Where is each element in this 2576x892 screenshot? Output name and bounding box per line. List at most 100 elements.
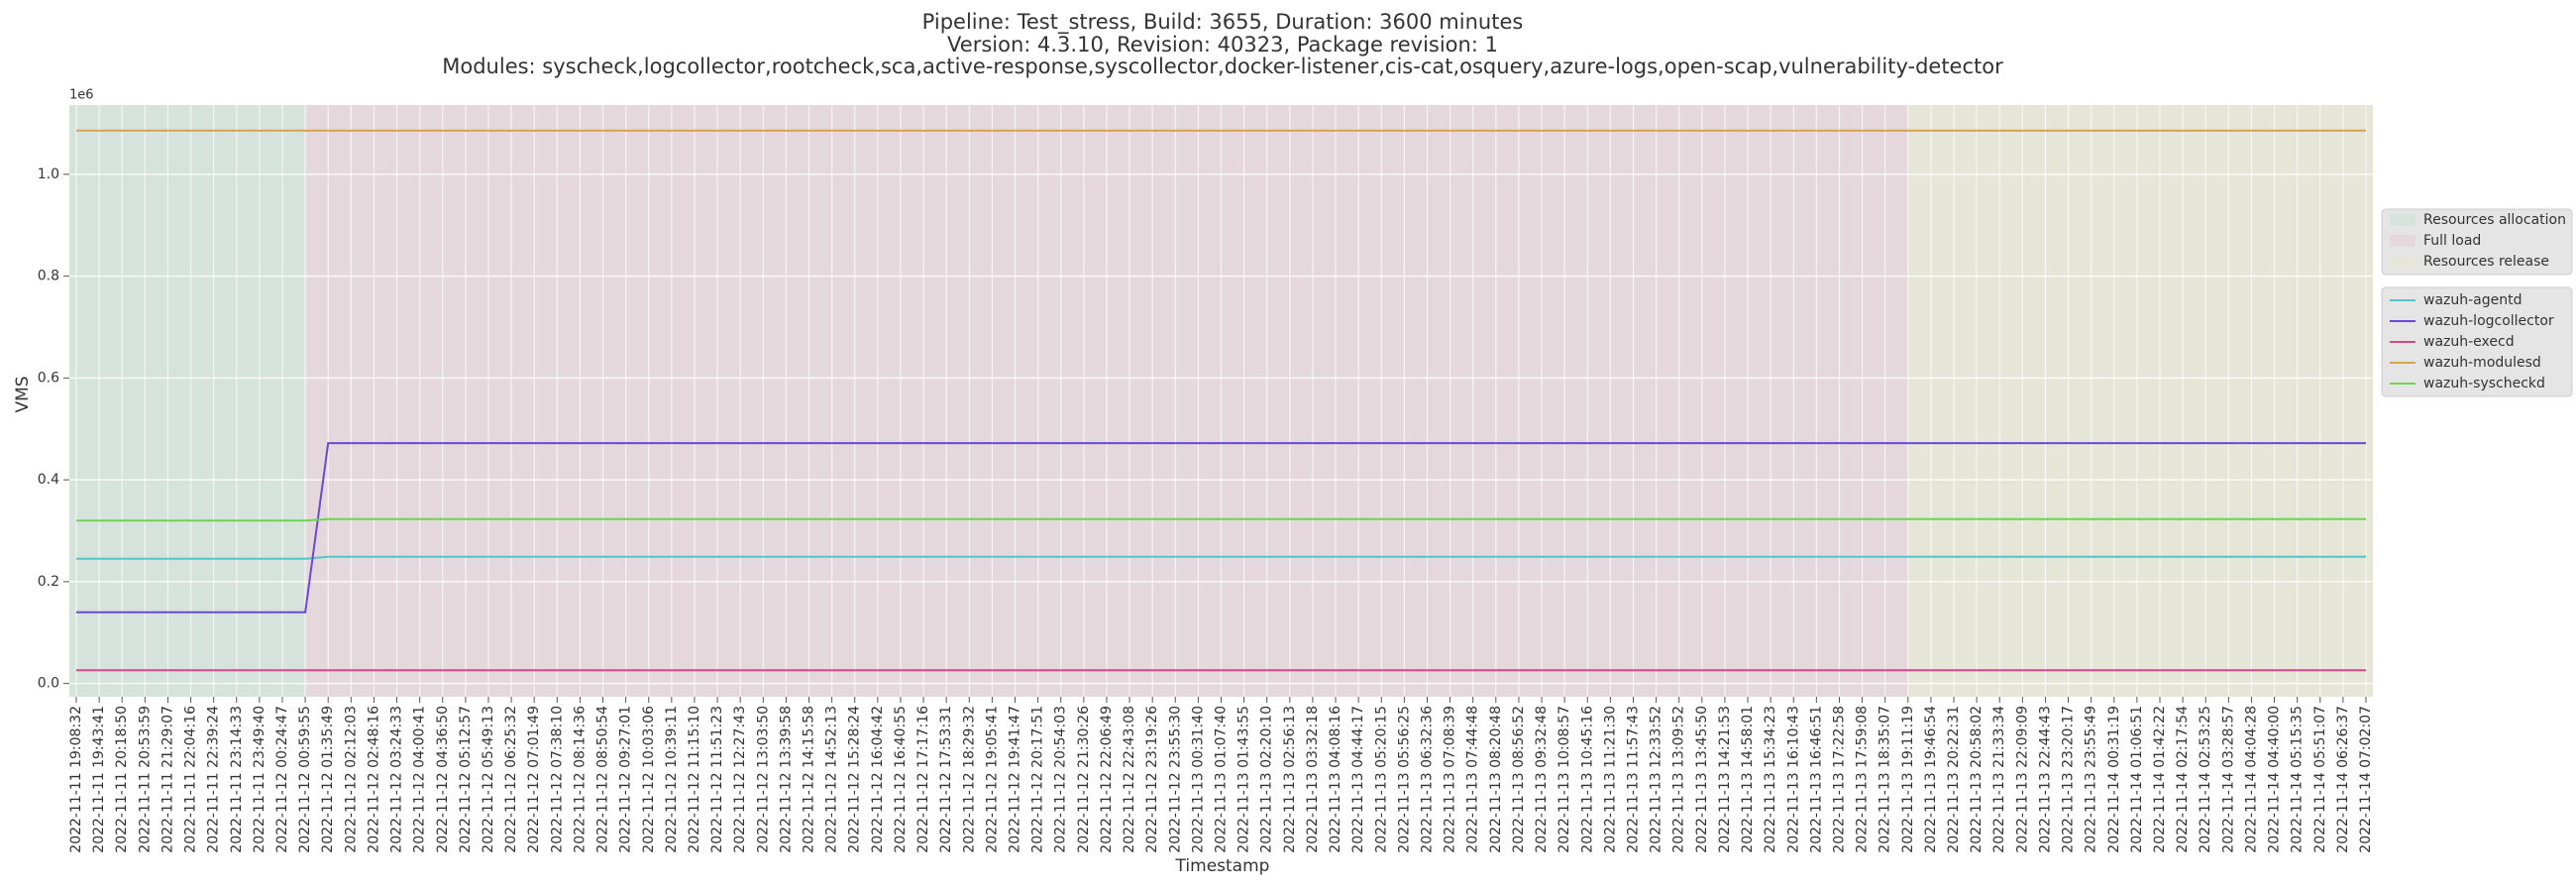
x-tick-label: 2022-11-14 02:17:54 (2175, 706, 2191, 853)
y-offset-label: 1e6 (69, 88, 94, 103)
legend-swatch (2390, 235, 2415, 247)
x-tick-label: 2022-11-12 13:39:58 (778, 706, 794, 853)
x-tick-label: 2022-11-12 09:27:01 (618, 706, 634, 853)
x-tick-label: 2022-11-12 00:24:47 (274, 706, 290, 853)
x-tick-label: 2022-11-11 19:08:32 (68, 706, 84, 853)
x-tick-label: 2022-11-12 01:35:49 (320, 706, 336, 853)
series-line (76, 555, 2366, 560)
x-tick-label: 2022-11-13 08:20:48 (1488, 706, 1504, 853)
x-tick-label: 2022-11-12 21:30:26 (1076, 706, 1092, 853)
x-tick-label: 2022-11-13 22:09:09 (2014, 706, 2030, 853)
x-tick-label: 2022-11-12 07:38:10 (549, 706, 565, 853)
x-tick-label: 2022-11-13 23:20:17 (2061, 706, 2077, 853)
x-tick-label: 2022-11-12 17:53:31 (938, 706, 954, 853)
x-tick-label: 2022-11-14 01:06:51 (2129, 706, 2145, 853)
x-tick-label: 2022-11-11 22:39:24 (206, 706, 222, 853)
chart-title: Version: 4.3.10, Revision: 40323, Packag… (947, 33, 1498, 56)
x-tick-label: 2022-11-13 08:56:52 (1511, 706, 1527, 853)
x-tick-label: 2022-11-13 14:58:01 (1740, 706, 1756, 853)
x-tick-label: 2022-11-12 14:15:58 (802, 706, 817, 853)
x-tick-label: 2022-11-11 19:43:41 (91, 706, 107, 853)
x-tick-label: 2022-11-13 23:55:49 (2084, 706, 2099, 853)
x-tick-label: 2022-11-11 22:04:16 (183, 706, 199, 853)
x-tick-label: 2022-11-13 07:08:39 (1443, 706, 1458, 853)
x-tick-label: 2022-11-12 14:52:13 (824, 706, 840, 853)
x-tick-label: 2022-11-13 14:21:53 (1717, 706, 1733, 853)
x-tick-label: 2022-11-13 17:59:08 (1855, 706, 1871, 853)
x-tick-label: 2022-11-11 20:53:59 (137, 706, 153, 853)
x-tick-label: 2022-11-13 04:08:16 (1328, 706, 1343, 853)
y-tick-label: 0.6 (38, 370, 59, 386)
x-tick-label: 2022-11-13 11:21:30 (1602, 706, 1618, 853)
x-tick-label: 2022-11-14 05:15:35 (2290, 706, 2306, 853)
x-tick-label: 2022-11-13 12:33:52 (1649, 706, 1664, 853)
x-tick-label: 2022-11-14 04:04:28 (2243, 706, 2259, 853)
x-tick-label: 2022-11-13 02:20:10 (1259, 706, 1275, 853)
x-tick-label: 2022-11-14 02:53:25 (2198, 706, 2213, 853)
x-tick-label: 2022-11-14 07:02:07 (2358, 706, 2374, 853)
x-tick-label: 2022-11-12 13:03:50 (755, 706, 771, 853)
series-line (76, 442, 2366, 613)
x-tick-label: 2022-11-11 21:29:07 (160, 706, 175, 853)
phase-span (69, 105, 306, 697)
x-tick-label: 2022-11-13 06:32:36 (1419, 706, 1435, 853)
x-tick-label: 2022-11-14 06:26:37 (2335, 706, 2351, 853)
x-tick-label: 2022-11-14 04:40:00 (2267, 706, 2283, 853)
legend-label: Resources release (2423, 254, 2549, 270)
x-tick-label: 2022-11-12 20:54:03 (1053, 706, 1069, 853)
x-tick-label: 2022-11-12 22:06:49 (1099, 706, 1115, 853)
x-tick-label: 2022-11-12 05:49:13 (481, 706, 496, 853)
x-tick-label: 2022-11-13 00:31:40 (1190, 706, 1206, 853)
x-tick-label: 2022-11-13 22:44:43 (2037, 706, 2053, 853)
legend-label: wazuh-modulesd (2423, 355, 2541, 371)
x-tick-label: 2022-11-13 05:56:25 (1396, 706, 1412, 853)
x-tick-label: 2022-11-12 23:55:30 (1167, 706, 1183, 853)
x-tick-label: 2022-11-12 16:04:42 (870, 706, 886, 853)
x-tick-label: 2022-11-13 01:43:55 (1236, 706, 1252, 853)
x-tick-label: 2022-11-12 08:14:36 (572, 706, 588, 853)
legend-label: Resources allocation (2423, 212, 2566, 228)
x-tick-label: 2022-11-13 07:44:48 (1465, 706, 1481, 853)
legend-label: Full load (2423, 233, 2481, 249)
x-tick-label: 2022-11-12 02:48:16 (366, 706, 381, 853)
x-tick-label: 2022-11-12 10:03:06 (641, 706, 657, 853)
x-tick-label: 2022-11-11 23:14:33 (229, 706, 245, 853)
x-tick-label: 2022-11-12 20:17:51 (1030, 706, 1046, 853)
x-tick-label: 2022-11-11 20:18:50 (114, 706, 130, 853)
x-tick-label: 2022-11-13 19:11:19 (1900, 706, 1916, 853)
x-tick-label: 2022-11-12 04:36:50 (435, 706, 451, 853)
x-tick-label: 2022-11-12 06:25:32 (503, 706, 519, 853)
y-axis-label: VMS (13, 376, 33, 412)
y-tick-label: 0.0 (38, 676, 59, 692)
x-tick-label: 2022-11-13 19:46:54 (1923, 706, 1939, 853)
x-tick-label: 2022-11-13 13:09:52 (1671, 706, 1687, 853)
x-tick-label: 2022-11-13 16:46:51 (1808, 706, 1824, 853)
x-tick-label: 2022-11-13 15:34:23 (1763, 706, 1778, 853)
y-tick-label: 0.2 (38, 574, 59, 590)
x-tick-label: 2022-11-13 16:10:43 (1785, 706, 1801, 853)
y-tick-label: 0.8 (38, 269, 59, 284)
x-tick-label: 2022-11-13 05:20:15 (1373, 706, 1389, 853)
x-tick-label: 2022-11-13 09:32:48 (1534, 706, 1550, 853)
x-tick-label: 2022-11-14 03:28:57 (2220, 706, 2236, 853)
x-tick-label: 2022-11-12 11:15:10 (687, 706, 702, 853)
x-tick-label: 2022-11-14 00:31:19 (2106, 706, 2122, 853)
legend-swatch (2390, 256, 2415, 268)
legend-label: wazuh-execd (2423, 334, 2515, 350)
x-tick-label: 2022-11-12 05:12:57 (458, 706, 474, 853)
x-tick-label: 2022-11-13 10:45:16 (1579, 706, 1595, 853)
x-tick-label: 2022-11-12 23:19:26 (1144, 706, 1160, 853)
phase-span (1907, 105, 2373, 697)
x-tick-label: 2022-11-13 20:58:02 (1969, 706, 1985, 853)
y-tick-label: 0.4 (38, 472, 59, 488)
x-tick-label: 2022-11-14 01:42:22 (2152, 706, 2168, 853)
x-tick-label: 2022-11-12 11:51:23 (709, 706, 725, 853)
x-tick-label: 2022-11-12 02:12:03 (343, 706, 359, 853)
x-tick-label: 2022-11-14 05:51:07 (2312, 706, 2328, 853)
x-tick-label: 2022-11-13 18:35:07 (1878, 706, 1893, 853)
x-tick-label: 2022-11-13 21:33:34 (1991, 706, 2007, 853)
x-tick-label: 2022-11-12 15:28:24 (847, 706, 863, 853)
chart-title: Pipeline: Test_stress, Build: 3655, Dura… (922, 10, 1524, 35)
x-tick-label: 2022-11-12 19:41:47 (1008, 706, 1023, 853)
legend-swatch (2390, 214, 2415, 226)
